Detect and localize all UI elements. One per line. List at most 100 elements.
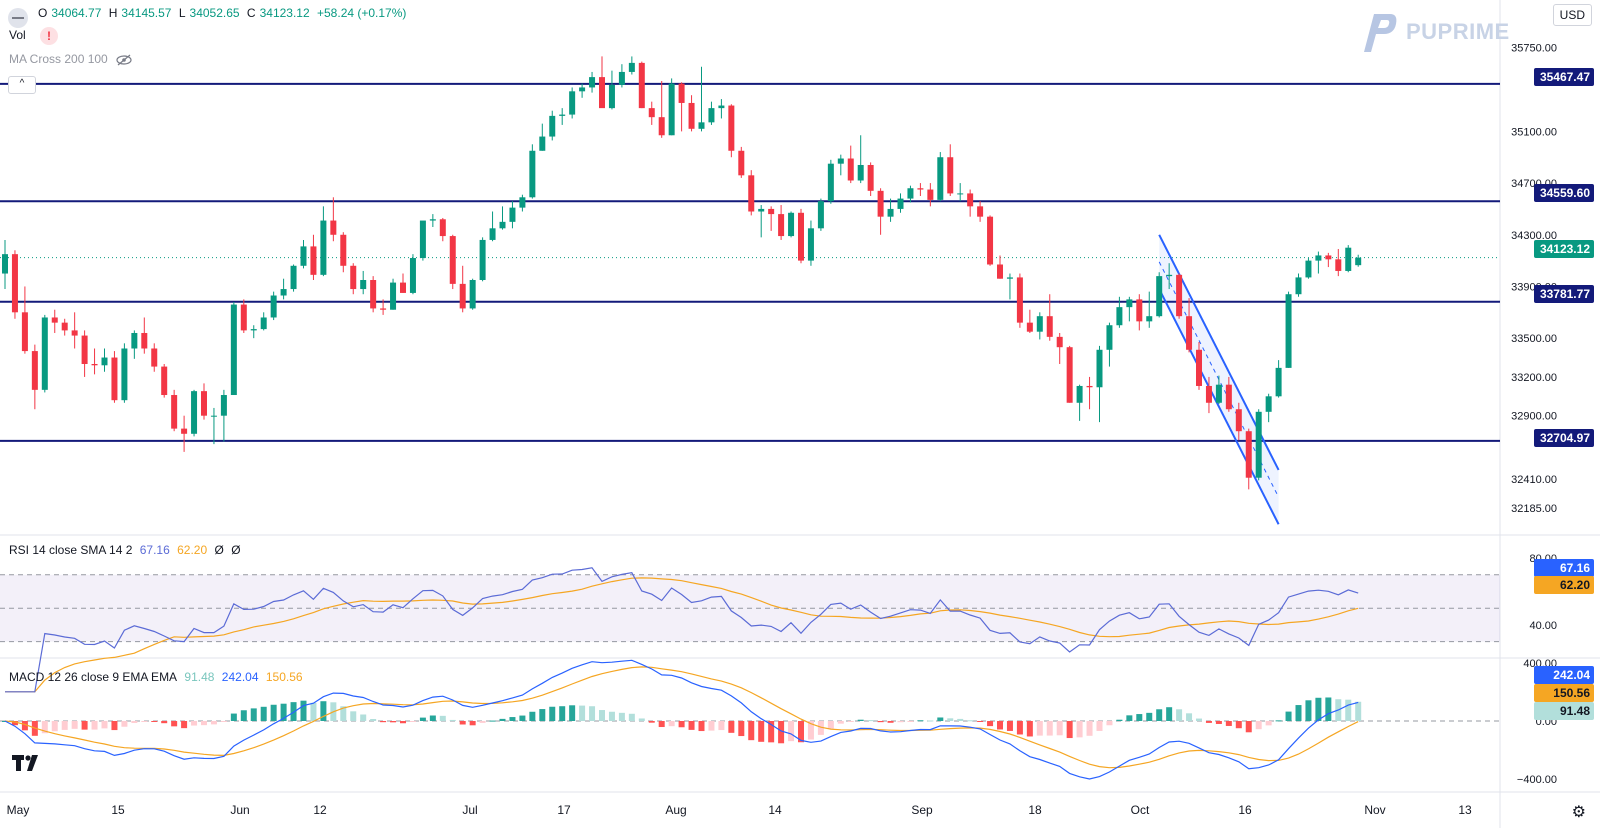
candle-body [1186, 316, 1193, 350]
candle-body [479, 239, 486, 280]
macd-histogram-bar [1275, 720, 1282, 722]
candle-body [240, 304, 247, 331]
candle-body [937, 157, 944, 200]
candle-body [549, 115, 556, 137]
candle-body [499, 221, 506, 229]
candle-body [857, 164, 864, 181]
macd-histogram-bar [101, 721, 108, 729]
candle-body [370, 280, 377, 309]
candle-body [847, 158, 854, 181]
macd-histogram-bar [549, 706, 556, 721]
macd-histogram-bar [837, 721, 844, 724]
macd-title: MACD 12 26 close 9 EMA EMA [9, 670, 178, 684]
candle-body [529, 150, 536, 198]
candle-body [1295, 277, 1302, 295]
macd-histogram-bar [11, 721, 18, 726]
macd-histogram-bar [409, 721, 416, 722]
macd-histogram-bar [1096, 721, 1103, 731]
macd-histogram-bar [1285, 711, 1292, 721]
macd-histogram-bar [987, 721, 994, 727]
macd-histogram-bar [1186, 713, 1193, 721]
low-value: 34052.65 [189, 6, 240, 20]
candle-body [1285, 294, 1292, 368]
currency-selector[interactable]: USD [1552, 4, 1592, 26]
macd-histogram-bar [1235, 721, 1242, 729]
macd-histogram-bar [927, 720, 934, 722]
rsi-line [5, 567, 1359, 693]
macd-histogram-bar [897, 721, 904, 723]
candle-body [1146, 316, 1153, 322]
candle-body [290, 265, 297, 290]
time-tick-label: 14 [768, 803, 782, 817]
candle-body [1255, 411, 1262, 478]
candle-body [230, 304, 237, 396]
macd-histogram-bar [499, 718, 506, 721]
macd-histogram-bar [489, 720, 496, 722]
macd-histogram-bar [917, 720, 924, 722]
time-tick-label: Nov [1364, 803, 1385, 817]
candle-body [987, 216, 994, 265]
macd-histogram-bar [1295, 705, 1302, 721]
candle-body [2, 254, 8, 274]
eye-icon [12, 17, 24, 19]
candle-body [509, 207, 516, 222]
candle-body [360, 280, 367, 290]
macd-histogram-bar [340, 706, 347, 721]
rsi-value-pill: 67.16 [1534, 559, 1594, 577]
candle-body [1355, 257, 1362, 266]
candle-body [658, 117, 665, 136]
macd-histogram-bar [877, 721, 884, 723]
macd-histogram-bar [1126, 715, 1133, 721]
eye-off-icon[interactable] [115, 54, 133, 66]
macd-histogram-bar [1036, 721, 1043, 736]
hide-series-button[interactable] [8, 8, 28, 28]
candle-body [210, 415, 217, 417]
candle-body [390, 282, 397, 310]
candle-body [181, 428, 188, 434]
macd-histogram-bar [718, 721, 725, 731]
candle-body [260, 317, 267, 330]
macd-histogram-bar [579, 705, 586, 721]
candle-body [977, 206, 984, 217]
warning-icon[interactable]: ! [40, 27, 58, 45]
candle-body [41, 317, 48, 390]
macd-histogram-bar [1006, 721, 1013, 731]
macd-histogram-bar [748, 721, 755, 741]
vol-label[interactable]: Vol [9, 28, 26, 42]
macd-histogram-bar [967, 720, 974, 722]
rsi-tick-label: 40.00 [1529, 620, 1557, 632]
candle-body [1176, 274, 1183, 317]
price-tick-label: 33200.00 [1511, 372, 1557, 384]
close-value: 34123.12 [259, 6, 310, 20]
time-tick-label: Jun [230, 803, 249, 817]
macd-histogram-bar [1255, 721, 1262, 730]
candle-body [967, 193, 974, 207]
candle-body [897, 198, 904, 209]
signal-legend-value: 150.56 [265, 670, 303, 684]
candle-body [419, 220, 426, 259]
candle-body [1126, 299, 1133, 308]
time-tick-label: 17 [557, 803, 571, 817]
open-value: 34064.77 [51, 6, 102, 20]
candle-body [1096, 349, 1103, 388]
level-pill-2: 34559.60 [1534, 184, 1594, 202]
time-tick-label: Oct [1131, 803, 1150, 817]
macd-histogram-bar [1196, 718, 1202, 721]
ma-cross-label[interactable]: MA Cross 200 100 [9, 52, 133, 66]
candle-body [579, 87, 586, 92]
candle-body [738, 150, 745, 176]
tradingview-logo[interactable] [12, 754, 42, 777]
macd-histogram-bar [618, 712, 625, 721]
price-tick-label: 35100.00 [1511, 126, 1557, 138]
candle-body [1156, 276, 1163, 317]
macd-histogram-bar [1156, 709, 1163, 721]
candle-body [350, 265, 357, 290]
settings-gear-icon[interactable]: ⚙ [1571, 804, 1586, 821]
candle-body [539, 136, 546, 151]
macd-histogram-bar [300, 700, 307, 721]
macd-histogram-bar [71, 721, 78, 729]
candle-body [1205, 385, 1212, 403]
collapse-legend-button[interactable]: ^ [8, 76, 36, 94]
candle-body [807, 228, 814, 261]
